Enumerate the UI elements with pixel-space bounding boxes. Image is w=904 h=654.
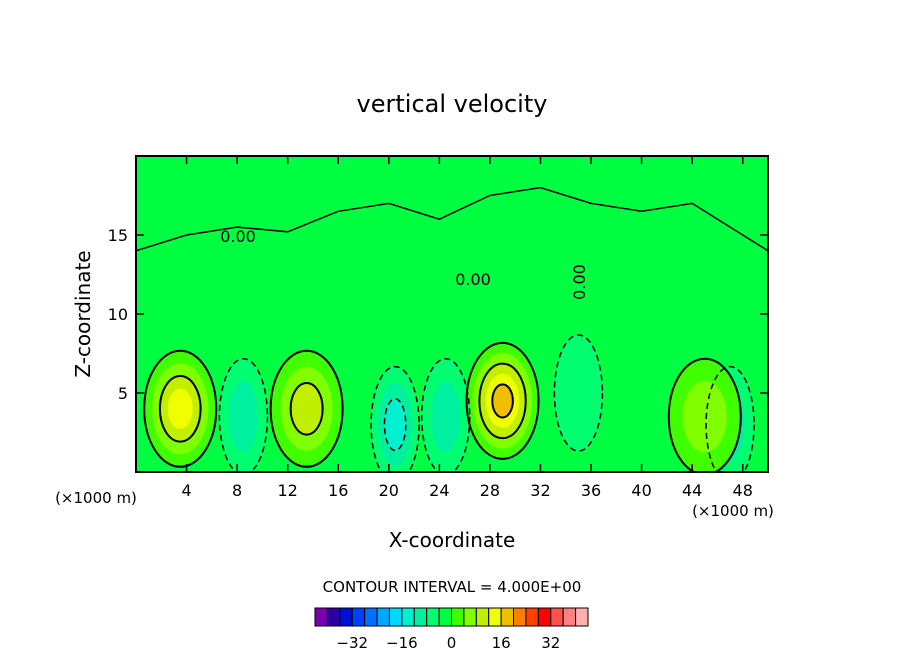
y-axis-ticks: 5 10 15: [108, 226, 768, 403]
x-tick-label-24: 24: [429, 481, 449, 500]
colorbar-swatch-19: [550, 607, 564, 627]
contour-line-7-1: [705, 365, 755, 472]
contour-line-4-1: [370, 365, 420, 472]
zero-contour: [136, 186, 768, 252]
colorbar-swatch-18: [537, 607, 552, 627]
chart-title: vertical velocity: [357, 90, 548, 118]
colorbar-tick-16: 16: [492, 634, 511, 652]
colorbar-tick-labels: −32 −16 0 16 32: [336, 634, 560, 652]
colorbar-swatch-15: [500, 607, 515, 627]
colorbar-swatch-9: [426, 607, 440, 627]
colorbar-swatch-21: [575, 607, 589, 627]
x-tick-label-32: 32: [530, 481, 550, 500]
colorbar-swatch-12: [463, 607, 477, 627]
contour-fill-5-2: [430, 381, 461, 453]
contour-fill-8-2: [682, 381, 727, 453]
plot-area: [135, 155, 769, 473]
colorbar-tick-0: 0: [447, 634, 457, 652]
colorbar-swatch-5: [376, 607, 390, 627]
x-tick-label-40: 40: [631, 481, 651, 500]
contour-line-1-3: [289, 382, 324, 436]
colorbar-swatch-6: [388, 607, 403, 627]
x-tick-label-4: 4: [181, 481, 191, 500]
contour-label-3: 0.00: [570, 264, 589, 300]
contour-line-6-1: [553, 334, 604, 452]
contour-line-layer: [136, 186, 768, 472]
contour-line-8-1: [667, 357, 742, 472]
contour-fill-3-2: [228, 381, 259, 453]
x-tick-label-12: 12: [278, 481, 298, 500]
colorbar-swatch-7: [401, 607, 415, 627]
colorbar-swatch-0: [314, 607, 328, 627]
contour-interval-text: CONTOUR INTERVAL = 4.000E+00: [323, 578, 582, 596]
colorbar-swatch-16: [513, 607, 527, 627]
x-axis-unit-left: (×1000 m): [55, 489, 137, 507]
y-tick-label-10: 10: [108, 305, 128, 324]
colorbar-swatch-3: [351, 607, 366, 627]
y-tick-label-5: 5: [118, 384, 128, 403]
colorbar-swatch-8: [413, 607, 428, 627]
colorbar-swatch-20: [562, 607, 577, 627]
y-tick-label-15: 15: [108, 226, 128, 245]
colorbar-swatch-1: [326, 607, 341, 627]
colorbar-swatch-11: [451, 607, 465, 627]
contour-line-4-3: [383, 398, 407, 452]
colorbar-tick-32: 32: [541, 634, 560, 652]
contour-label-1: 0.00: [220, 227, 256, 246]
x-tick-label-16: 16: [328, 481, 348, 500]
x-tick-label-44: 44: [682, 481, 702, 500]
colorbar-swatch-4: [364, 607, 378, 627]
x-tick-label-20: 20: [379, 481, 399, 500]
x-tick-label-48: 48: [733, 481, 753, 500]
colorbar-swatch-17: [525, 607, 539, 627]
contour-line-2-1: [465, 341, 540, 460]
y-axis-label: Z-coordinate: [71, 250, 95, 377]
contour-fill-4-3: [384, 398, 406, 451]
contour-label-2: 0.00: [455, 270, 491, 289]
contour-line-5-1: [420, 357, 471, 472]
contour-fill-2-5: [492, 384, 513, 418]
colorbar-swatch-14: [488, 607, 502, 627]
x-tick-label-8: 8: [232, 481, 242, 500]
colorbar-swatch-2: [339, 607, 353, 627]
colorbar-tick--32: −32: [336, 634, 368, 652]
contour-fill-0-4: [167, 388, 193, 429]
x-axis-ticks: 4 8 12 16 20 24 28 32 36 40 44 48: [181, 156, 753, 500]
contour-fill-1-3: [290, 383, 323, 435]
contour-fill-6-1: [554, 335, 603, 451]
contour-line-1-1: [269, 349, 344, 468]
contour-line-2-5: [491, 383, 514, 419]
x-tick-label-28: 28: [480, 481, 500, 500]
x-axis-unit-right: (×1000 m): [692, 502, 774, 520]
colorbar-swatch-10: [438, 607, 453, 627]
colorbar-tick--16: −16: [386, 634, 418, 652]
contour-line-3-1: [218, 357, 269, 472]
x-tick-label-36: 36: [581, 481, 601, 500]
contour-line-0-1: [143, 349, 218, 468]
contour-line-2-3: [478, 362, 527, 440]
colorbar: [314, 607, 589, 627]
x-axis-label: X-coordinate: [389, 528, 516, 552]
colorbar-swatch-13: [475, 607, 490, 627]
contour-line-0-3: [158, 375, 202, 443]
